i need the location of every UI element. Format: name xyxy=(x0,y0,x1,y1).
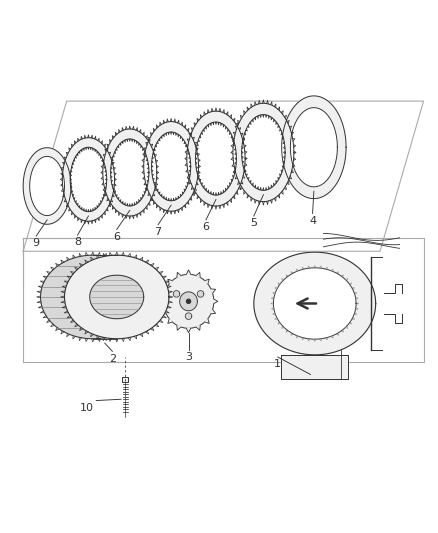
Polygon shape xyxy=(62,138,115,221)
Polygon shape xyxy=(173,290,180,297)
Text: 9: 9 xyxy=(33,238,40,248)
Bar xyxy=(122,377,128,382)
Text: 7: 7 xyxy=(155,227,162,237)
Polygon shape xyxy=(197,290,204,297)
Text: 3: 3 xyxy=(185,352,192,362)
Polygon shape xyxy=(90,275,144,319)
Polygon shape xyxy=(195,122,237,195)
Polygon shape xyxy=(185,313,192,319)
Text: 8: 8 xyxy=(74,237,81,247)
Polygon shape xyxy=(70,147,107,212)
Text: 10: 10 xyxy=(80,403,94,413)
Polygon shape xyxy=(111,139,149,206)
Polygon shape xyxy=(205,279,209,284)
Polygon shape xyxy=(273,268,356,339)
Text: 5: 5 xyxy=(251,218,257,228)
Circle shape xyxy=(187,300,191,303)
Polygon shape xyxy=(41,255,145,339)
Text: 4: 4 xyxy=(309,215,316,225)
Polygon shape xyxy=(180,292,198,311)
Text: 6: 6 xyxy=(202,222,209,232)
Polygon shape xyxy=(186,270,191,274)
Polygon shape xyxy=(177,325,181,330)
Polygon shape xyxy=(282,355,348,379)
Text: 1: 1 xyxy=(274,359,281,369)
Text: 2: 2 xyxy=(109,353,116,364)
Polygon shape xyxy=(23,148,71,224)
Polygon shape xyxy=(103,129,157,216)
Polygon shape xyxy=(205,319,209,324)
Polygon shape xyxy=(196,325,200,330)
Polygon shape xyxy=(177,272,181,277)
Polygon shape xyxy=(233,103,294,201)
Polygon shape xyxy=(187,111,245,206)
Polygon shape xyxy=(30,156,64,215)
Polygon shape xyxy=(162,289,166,293)
Polygon shape xyxy=(211,309,215,314)
Text: 6: 6 xyxy=(113,232,120,241)
Polygon shape xyxy=(242,115,285,190)
Polygon shape xyxy=(163,274,214,328)
Polygon shape xyxy=(211,289,215,293)
Polygon shape xyxy=(168,319,172,324)
Polygon shape xyxy=(144,122,198,211)
Polygon shape xyxy=(168,279,172,284)
Polygon shape xyxy=(254,252,376,355)
Polygon shape xyxy=(282,96,346,199)
Polygon shape xyxy=(162,309,166,314)
Polygon shape xyxy=(214,299,218,304)
Polygon shape xyxy=(186,328,191,333)
Polygon shape xyxy=(41,255,169,297)
Polygon shape xyxy=(159,299,163,304)
Polygon shape xyxy=(196,272,200,277)
Polygon shape xyxy=(152,132,191,201)
Polygon shape xyxy=(290,108,337,187)
Polygon shape xyxy=(64,255,169,339)
